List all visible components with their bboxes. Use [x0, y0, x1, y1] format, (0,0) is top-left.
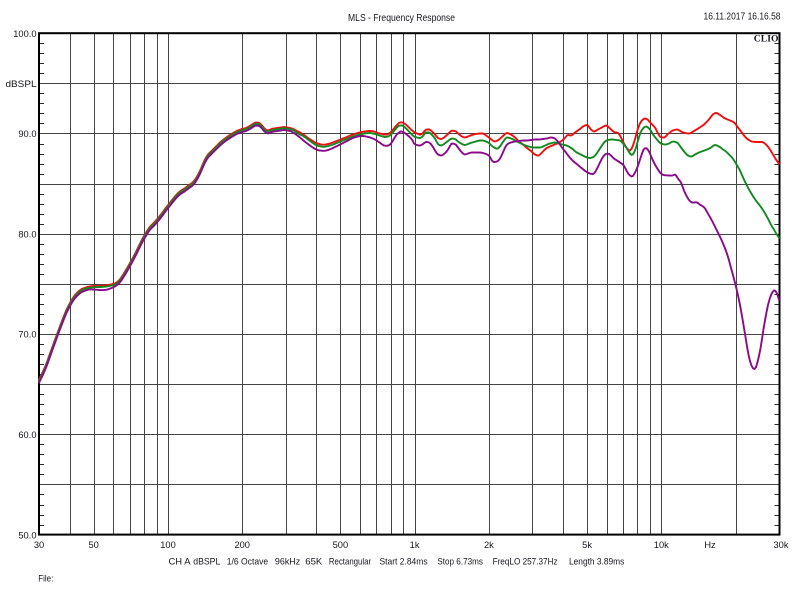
svg-text:FreqLO 257.37Hz: FreqLO 257.37Hz — [493, 557, 558, 567]
svg-text:1/6 Octave: 1/6 Octave — [227, 557, 268, 567]
svg-text:CH A: CH A — [169, 557, 192, 567]
svg-text:Rectangular: Rectangular — [329, 557, 371, 567]
svg-text:70.0: 70.0 — [18, 330, 36, 340]
svg-text:100.0: 100.0 — [13, 29, 36, 39]
svg-text:dBSPL: dBSPL — [6, 79, 37, 89]
svg-text:dBSPL: dBSPL — [193, 557, 220, 567]
svg-text:MLS - Frequency Response: MLS - Frequency Response — [348, 12, 455, 24]
svg-text:100: 100 — [160, 540, 176, 550]
svg-text:90.0: 90.0 — [18, 129, 36, 139]
svg-text:30: 30 — [34, 540, 44, 550]
svg-text:30k: 30k — [774, 540, 789, 550]
svg-text:File:: File: — [38, 574, 53, 584]
svg-text:50.0: 50.0 — [18, 530, 36, 540]
svg-text:16.11.2017 16.16.58: 16.11.2017 16.16.58 — [704, 11, 781, 23]
svg-text:60.0: 60.0 — [18, 430, 36, 440]
svg-text:CLIO: CLIO — [754, 34, 779, 44]
svg-text:2k: 2k — [484, 540, 494, 550]
svg-text:Start 2.84ms: Start 2.84ms — [380, 557, 428, 567]
svg-text:5k: 5k — [582, 540, 592, 550]
svg-text:Hz: Hz — [704, 540, 716, 550]
svg-text:50: 50 — [89, 540, 99, 550]
svg-text:10k: 10k — [654, 540, 669, 550]
svg-text:Length 3.89ms: Length 3.89ms — [569, 557, 625, 567]
svg-text:500: 500 — [333, 540, 349, 550]
svg-text:80.0: 80.0 — [18, 230, 36, 240]
svg-text:1k: 1k — [410, 540, 420, 550]
svg-text:Stop 6.73ms: Stop 6.73ms — [437, 557, 483, 567]
svg-text:200: 200 — [234, 540, 250, 550]
svg-text:96kHz: 96kHz — [275, 557, 301, 567]
svg-text:65K: 65K — [305, 557, 323, 567]
